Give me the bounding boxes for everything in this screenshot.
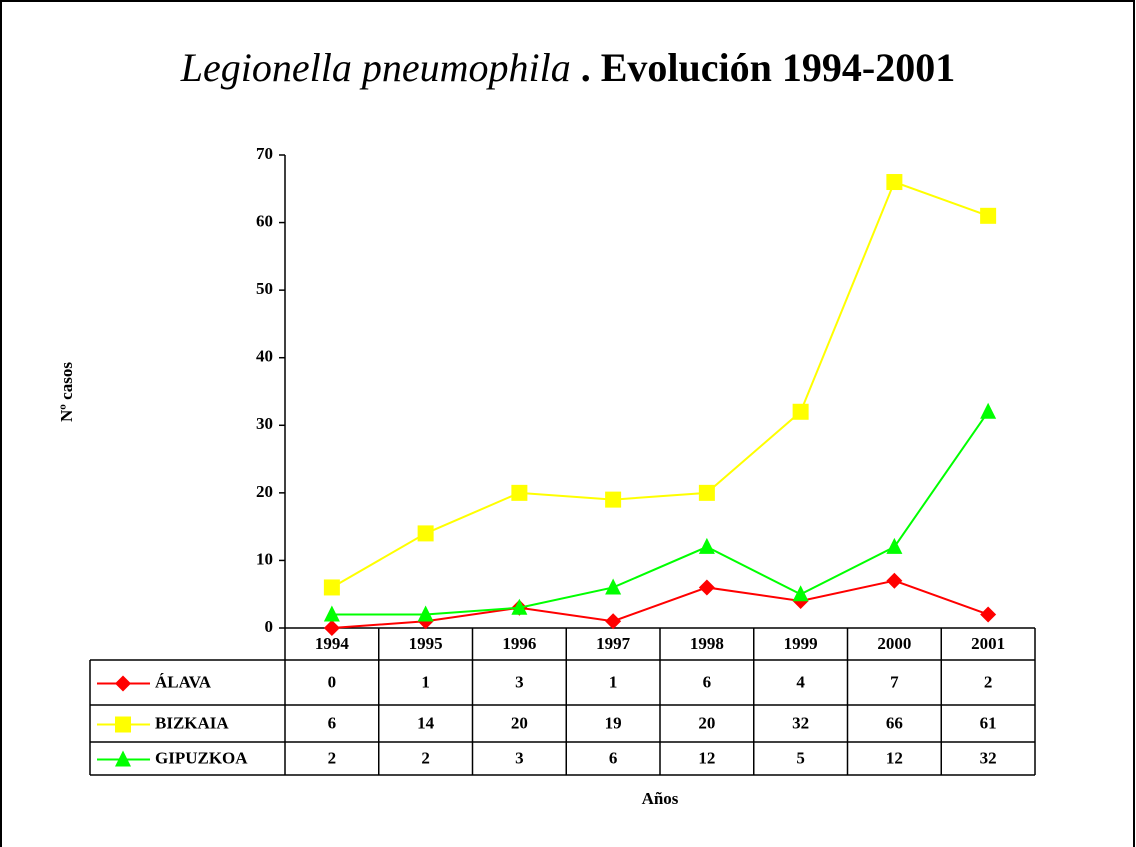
data-point [886, 537, 903, 554]
y-tick-label: 50 [256, 279, 273, 298]
table-value: 20 [698, 713, 715, 732]
table-value: 1 [421, 672, 430, 691]
table-value: 3 [515, 748, 524, 767]
data-point [698, 537, 715, 554]
x-axis-label: Años [642, 789, 679, 808]
x-tick-label: 1999 [784, 634, 818, 653]
series-line [331, 411, 989, 616]
y-tick-label: 60 [256, 211, 273, 230]
data-point [323, 579, 340, 596]
table-value: 61 [980, 713, 997, 732]
title-bold: . Evolución 1994-2001 [571, 45, 955, 90]
table-value: 66 [886, 713, 903, 732]
data-point [980, 402, 997, 419]
table-value: 32 [980, 748, 997, 767]
y-tick-label: 0 [265, 617, 274, 636]
table-value: 5 [796, 748, 805, 767]
legend-marker [115, 716, 131, 733]
y-axis-label: Nº casos [57, 362, 76, 422]
data-point [511, 598, 528, 615]
x-tick-label: 1994 [315, 634, 350, 653]
y-tick-label: 40 [256, 347, 273, 366]
table-value: 19 [605, 713, 622, 732]
data-point [323, 605, 340, 622]
data-point [417, 605, 434, 622]
legend-marker [115, 750, 131, 767]
data-point [605, 613, 622, 630]
title-italic: Legionella pneumophila [180, 45, 571, 90]
table-value: 3 [515, 672, 524, 691]
table-value: 6 [328, 713, 337, 732]
table-value: 7 [890, 672, 899, 691]
data-point [323, 620, 340, 636]
table-value: 1 [609, 672, 618, 691]
legend-marker [115, 675, 131, 692]
data-point [886, 174, 903, 191]
table-value: 12 [886, 748, 903, 767]
table-value: 2 [328, 748, 337, 767]
legend-label: BIZKAIA [155, 713, 229, 732]
data-point [511, 484, 528, 501]
data-point [792, 585, 809, 602]
x-tick-label: 1997 [596, 634, 631, 653]
table-value: 6 [609, 748, 618, 767]
x-tick-label: 1998 [690, 634, 724, 653]
table-value: 20 [511, 713, 528, 732]
data-point [698, 484, 715, 501]
table-value: 2 [421, 748, 430, 767]
table-value: 4 [796, 672, 805, 691]
series-line [331, 180, 989, 589]
y-tick-label: 20 [256, 482, 273, 501]
y-tick-label: 70 [256, 144, 273, 163]
table-value: 2 [984, 672, 993, 691]
series-line [331, 579, 989, 629]
x-tick-label: 2000 [877, 634, 911, 653]
legend-label: GIPUZKOA [155, 748, 248, 767]
data-point [792, 403, 809, 420]
table-value: 32 [792, 713, 809, 732]
data-point [605, 491, 622, 508]
chart-title: Legionella pneumophila . Evolución 1994-… [180, 45, 955, 90]
data-point [980, 207, 997, 224]
data-point [605, 578, 622, 595]
table-value: 14 [417, 713, 435, 732]
data-point [698, 579, 715, 596]
x-tick-label: 1995 [409, 634, 443, 653]
y-tick-label: 10 [256, 549, 273, 568]
table-value: 6 [703, 672, 712, 691]
y-tick-label: 30 [256, 414, 273, 433]
table-value: 12 [698, 748, 715, 767]
table-value: 0 [328, 672, 337, 691]
legend-label: ÁLAVA [155, 672, 212, 691]
data-point [886, 572, 903, 589]
x-tick-label: 2001 [971, 634, 1005, 653]
data-point [980, 606, 997, 623]
x-tick-label: 1996 [502, 634, 536, 653]
data-point [417, 525, 434, 542]
